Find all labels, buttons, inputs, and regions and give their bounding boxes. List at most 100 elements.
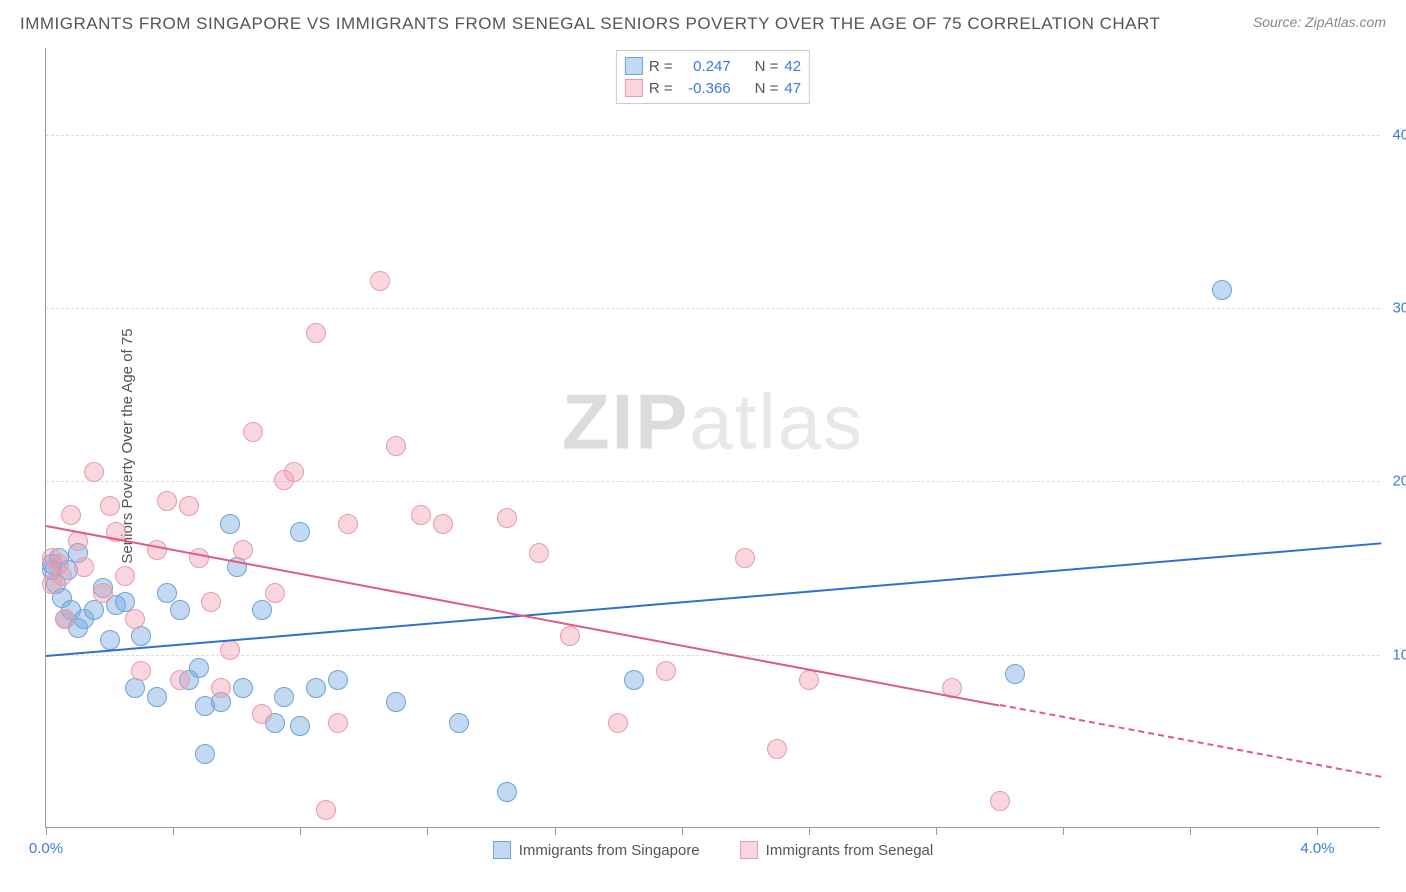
data-point <box>157 491 177 511</box>
series-legend: Immigrants from Singapore Immigrants fro… <box>46 841 1380 859</box>
data-point <box>84 462 104 482</box>
gridline <box>46 135 1380 136</box>
data-point <box>370 271 390 291</box>
page-title: IMMIGRANTS FROM SINGAPORE VS IMMIGRANTS … <box>20 14 1160 34</box>
data-point <box>497 782 517 802</box>
data-point <box>284 462 304 482</box>
x-tick <box>809 827 810 835</box>
data-point <box>799 670 819 690</box>
trend-line <box>999 704 1381 778</box>
data-point <box>252 704 272 724</box>
data-point <box>656 661 676 681</box>
data-point <box>93 583 113 603</box>
x-tick <box>1317 827 1318 835</box>
data-point <box>624 670 644 690</box>
x-tick <box>1190 827 1191 835</box>
data-point <box>157 583 177 603</box>
data-point <box>233 678 253 698</box>
data-point <box>243 422 263 442</box>
x-tick <box>173 827 174 835</box>
data-point <box>179 496 199 516</box>
scatter-chart: ZIPatlas R = 0.247 N = 42 R = -0.366 N =… <box>45 48 1380 828</box>
data-point <box>125 609 145 629</box>
data-point <box>386 692 406 712</box>
data-point <box>560 626 580 646</box>
data-point <box>290 716 310 736</box>
gridline <box>46 481 1380 482</box>
x-tick <box>936 827 937 835</box>
data-point <box>411 505 431 525</box>
data-point <box>131 626 151 646</box>
legend-row-senegal: R = -0.366 N = 47 <box>625 77 801 99</box>
data-point <box>306 323 326 343</box>
data-point <box>265 583 285 603</box>
data-point <box>386 436 406 456</box>
data-point <box>328 670 348 690</box>
data-point <box>74 557 94 577</box>
x-tick-label: 0.0% <box>29 840 63 857</box>
data-point <box>735 548 755 568</box>
swatch-senegal <box>740 841 758 859</box>
data-point <box>189 548 209 568</box>
data-point <box>338 514 358 534</box>
data-point <box>316 800 336 820</box>
data-point <box>328 713 348 733</box>
x-tick <box>1063 827 1064 835</box>
legend-item-senegal: Immigrants from Senegal <box>740 841 934 859</box>
y-tick-label: 20.0% <box>1392 473 1406 490</box>
x-tick <box>555 827 556 835</box>
data-point <box>274 687 294 707</box>
data-point <box>100 496 120 516</box>
data-point <box>220 640 240 660</box>
data-point <box>201 592 221 612</box>
x-tick-label: 4.0% <box>1300 840 1334 857</box>
data-point <box>306 678 326 698</box>
x-tick <box>427 827 428 835</box>
legend-row-singapore: R = 0.247 N = 42 <box>625 55 801 77</box>
legend-item-singapore: Immigrants from Singapore <box>493 841 700 859</box>
data-point <box>115 566 135 586</box>
x-tick <box>300 827 301 835</box>
data-point <box>1212 280 1232 300</box>
data-point <box>147 540 167 560</box>
swatch-singapore <box>493 841 511 859</box>
correlation-legend: R = 0.247 N = 42 R = -0.366 N = 47 <box>616 50 810 104</box>
gridline <box>46 308 1380 309</box>
data-point <box>767 739 787 759</box>
x-tick <box>682 827 683 835</box>
swatch-senegal <box>625 79 643 97</box>
data-point <box>195 744 215 764</box>
y-tick-label: 10.0% <box>1392 646 1406 663</box>
data-point <box>55 609 75 629</box>
y-tick-label: 40.0% <box>1392 126 1406 143</box>
swatch-singapore <box>625 57 643 75</box>
data-point <box>1005 664 1025 684</box>
data-point <box>497 508 517 528</box>
data-point <box>608 713 628 733</box>
data-point <box>290 522 310 542</box>
data-point <box>125 678 145 698</box>
data-point <box>84 600 104 620</box>
data-point <box>529 543 549 563</box>
data-point <box>220 514 240 534</box>
data-point <box>100 630 120 650</box>
data-point <box>189 658 209 678</box>
data-point <box>252 600 272 620</box>
watermark: ZIPatlas <box>562 376 864 467</box>
data-point <box>990 791 1010 811</box>
data-point <box>449 713 469 733</box>
gridline <box>46 655 1380 656</box>
data-point <box>131 661 151 681</box>
y-tick-label: 30.0% <box>1392 300 1406 317</box>
source-attribution: Source: ZipAtlas.com <box>1253 14 1386 30</box>
data-point <box>147 687 167 707</box>
data-point <box>170 670 190 690</box>
data-point <box>52 566 72 586</box>
trend-line <box>46 542 1381 657</box>
data-point <box>61 505 81 525</box>
x-tick <box>46 827 47 835</box>
data-point <box>433 514 453 534</box>
data-point <box>211 678 231 698</box>
data-point <box>233 540 253 560</box>
data-point <box>170 600 190 620</box>
